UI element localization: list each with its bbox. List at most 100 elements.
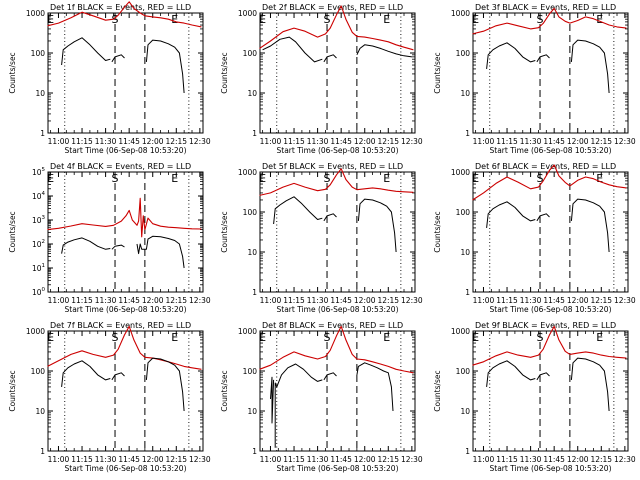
events-rate-line-seg-1 [273,196,323,225]
y-tick-label: 1 [40,447,45,456]
y-tick-label: 100 [243,367,258,376]
panel-det-1: Det 1f BLACK = Events, RED = LLD 1 10 100 10… [8,1,211,155]
x-tick-label: 11:45 [118,455,140,464]
plot-frame [259,171,416,293]
lld-rate-line [259,5,414,51]
y-tick-label: 100 [243,208,258,217]
lld-rate-line [259,168,414,196]
panel-title: Det 2f BLACK = Events, RED = LLD [262,3,403,12]
events-rate-line-seg-2 [111,244,125,250]
x-tick-label: 11:45 [543,296,565,305]
x-tick-label: 11:15 [496,296,518,305]
x-tick-label: 12:00 [142,296,164,305]
marker-e: E [47,331,54,344]
x-tick-label: 11:15 [496,137,518,146]
marker-e: E [472,172,479,185]
y-axis-label: Counts/sec [220,370,229,411]
x-tick-label: 11:45 [543,455,565,464]
x-tick-label: 12:30 [401,455,423,464]
events-rate-line-seg-3 [356,44,412,58]
plot-frame [47,171,204,293]
x-tick-label: 12:30 [614,296,636,305]
x-tick-label: 12:00 [142,455,164,464]
x-tick-label: 12:30 [614,137,636,146]
events-rate-line-seg-1 [61,360,111,387]
events-rate-line-seg-1 [486,201,536,228]
events-rate-line-seg-2 [111,372,125,381]
y-axis-label: Counts/sec [8,370,17,411]
x-tick-label: 11:30 [520,137,542,146]
x-tick-label: 12:00 [354,137,376,146]
x-tick-label: 12:00 [567,296,589,305]
marker-s: S [537,172,544,185]
marker-s: S [112,331,119,344]
x-tick-label: 11:45 [543,137,565,146]
x-axis-label: Start Time (06-Sep-08 10:53:20) [277,464,399,473]
panel-title: Det 5f BLACK = Events, RED = LLD [262,162,403,171]
marker-e: E [259,13,266,26]
marker-e: E [383,172,390,185]
marker-e: E [259,331,266,344]
lld-rate-line [472,164,627,201]
marker-s: S [537,13,544,26]
x-tick-label: 11:15 [283,455,305,464]
marker-e: E [259,172,266,185]
marker-s: S [112,172,119,185]
y-tick-label: 100 [32,287,46,297]
marker-e: E [171,331,178,344]
x-axis-label: Start Time (06-Sep-08 10:53:20) [490,305,612,314]
x-axis-label: Start Time (06-Sep-08 10:53:20) [65,305,187,314]
plot-frame [472,171,629,293]
y-tick-label: 100 [456,49,471,58]
y-axis-label: Counts/sec [220,52,229,93]
plot-frame [259,330,416,452]
x-tick-label: 12:30 [189,455,211,464]
events-rate-line-seg-1 [486,360,536,387]
y-tick-label: 10 [460,89,470,98]
x-tick-label: 11:30 [307,455,329,464]
x-tick-label: 11:15 [71,296,93,305]
marker-e: E [383,331,390,344]
y-tick-label: 10 [35,89,45,98]
plot-frame [47,12,204,134]
x-tick-label: 12:15 [590,296,612,305]
events-rate-line-seg-2 [111,54,125,63]
y-tick-label: 1 [465,288,470,297]
y-tick-label: 1 [465,129,470,138]
x-tick-label: 12:00 [567,455,589,464]
y-axis-label: Counts/sec [8,211,17,252]
plot-frame [472,330,629,452]
x-axis-label: Start Time (06-Sep-08 10:53:20) [277,305,399,314]
y-tick-label: 1000 [26,9,45,18]
x-tick-label: 11:15 [283,296,305,305]
lld-rate-line [472,325,627,366]
events-rate-line-seg-3 [570,357,610,412]
x-tick-label: 11:30 [95,137,117,146]
x-tick-label: 11:45 [330,296,352,305]
events-rate-line-seg-1 [486,42,536,69]
marker-s: S [324,331,331,344]
plot-frame [259,12,416,134]
events-rate-line-seg-3 [136,235,185,269]
x-tick-label: 11:15 [496,455,518,464]
events-rate-line-seg-2 [536,54,550,63]
x-tick-label: 11:00 [260,455,282,464]
x-axis-label: Start Time (06-Sep-08 10:53:20) [490,146,612,155]
lld-rate-line [47,197,202,238]
y-tick-label: 100 [456,367,471,376]
x-tick-label: 11:45 [330,455,352,464]
events-rate-line-seg-4 [356,362,394,412]
x-axis-label: Start Time (06-Sep-08 10:53:20) [277,146,399,155]
events-rate-line-seg-3 [570,198,610,253]
x-tick-label: 12:00 [354,455,376,464]
events-rate-line-seg-1 [262,36,323,63]
x-tick-label: 11:00 [48,137,70,146]
marker-e: E [383,13,390,26]
y-tick-label: 1000 [238,168,257,177]
panel-title: Det 6f BLACK = Events, RED = LLD [475,162,616,171]
y-tick-label: 100 [243,49,258,58]
x-tick-label: 12:15 [165,137,187,146]
marker-e: E [47,172,54,185]
x-tick-label: 11:00 [473,455,495,464]
